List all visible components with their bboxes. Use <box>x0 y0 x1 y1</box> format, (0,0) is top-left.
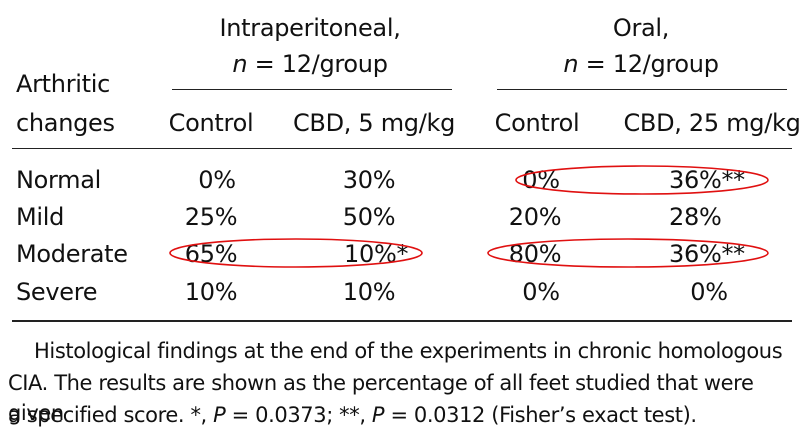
cell-moderate-oral-cbd: 36%** <box>669 240 745 268</box>
row-label-moderate: Moderate <box>16 240 128 268</box>
column-header-ip-control: Control <box>168 109 254 137</box>
caption-line-3: a specified score. *, P = 0.0373; **, P … <box>8 403 697 427</box>
cell-mild-ip-cbd: 50% <box>342 203 396 231</box>
row-label-mild: Mild <box>16 203 65 231</box>
cell-mild-oral-cbd: 28% <box>669 203 722 231</box>
highlight-ellipse-moderate-ip <box>169 238 423 268</box>
cell-normal-ip-control: 0% <box>198 166 236 194</box>
group-header-oral-n: n = 12/group <box>563 50 719 78</box>
column-header-oral-control: Control <box>494 109 580 137</box>
cell-normal-ip-cbd: 30% <box>342 166 396 194</box>
caption-line-1: Histological findings at the end of the … <box>34 339 783 363</box>
group-rule-intraperitoneal <box>172 89 452 90</box>
row-header-line2: changes <box>16 109 115 137</box>
column-header-oral-cbd: CBD, 25 mg/kg <box>623 109 801 137</box>
caption-line-2: CIA. The results are shown as the percen… <box>8 371 754 425</box>
cell-severe-oral-cbd: 0% <box>690 278 728 306</box>
header-rule <box>12 148 792 149</box>
cell-mild-ip-control: 25% <box>184 203 238 231</box>
row-label-normal: Normal <box>16 166 102 194</box>
group-header-intraperitoneal: Intraperitoneal, <box>219 14 401 42</box>
group-rule-oral <box>497 89 787 90</box>
highlight-ellipse-normal-oral <box>515 165 769 195</box>
cell-severe-ip-control: 10% <box>184 278 238 306</box>
highlight-ellipse-moderate-oral <box>487 238 769 268</box>
cell-severe-ip-cbd: 10% <box>342 278 396 306</box>
group-header-intraperitoneal-n: n = 12/group <box>232 50 388 78</box>
column-header-ip-cbd: CBD, 5 mg/kg <box>292 109 456 137</box>
group-header-oral: Oral, <box>612 14 670 42</box>
row-header-line1: Arthritic <box>16 70 111 98</box>
table-bottom-rule <box>12 320 792 322</box>
cell-mild-oral-control: 20% <box>508 203 562 231</box>
cell-severe-oral-control: 0% <box>522 278 560 306</box>
row-label-severe: Severe <box>16 278 98 306</box>
